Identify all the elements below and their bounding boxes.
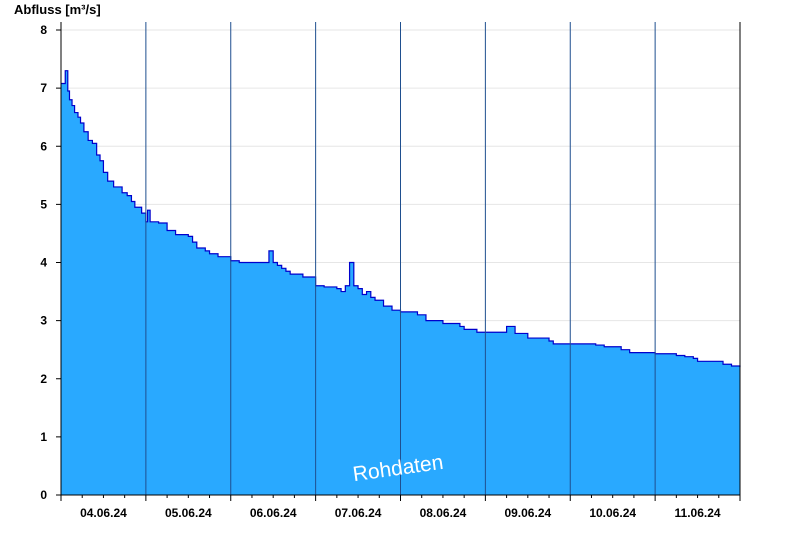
y-tick-label: 8: [40, 23, 47, 37]
x-tick-label: 07.06.24: [335, 506, 382, 520]
y-ticks: 0 1 2 3 4 5 6 7 8: [40, 23, 61, 502]
y-tick-label: 2: [40, 372, 47, 386]
y-tick-label: 1: [40, 430, 47, 444]
y-tick-label: 5: [40, 197, 47, 211]
day-separators: [145, 22, 656, 495]
x-tick-label: 09.06.24: [504, 506, 551, 520]
x-tick-label: 10.06.24: [589, 506, 636, 520]
x-tick-label: 05.06.24: [165, 506, 212, 520]
y-axis-label: Abfluss [m³/s]: [14, 2, 101, 17]
y-tick-label: 0: [40, 488, 47, 502]
y-tick-label: 7: [40, 81, 47, 95]
x-tick-label: 06.06.24: [250, 506, 297, 520]
x-ticks: 04.06.24 05.06.24 06.06.24 07.06.24 08.06.24…: [60, 495, 741, 520]
y-tick-label: 6: [40, 139, 47, 153]
y-tick-label: 4: [40, 256, 47, 270]
y-tick-label: 3: [40, 314, 47, 328]
x-tick-label: 04.06.24: [80, 506, 127, 520]
x-tick-label: 08.06.24: [420, 506, 467, 520]
x-tick-label: 11.06.24: [675, 506, 721, 520]
